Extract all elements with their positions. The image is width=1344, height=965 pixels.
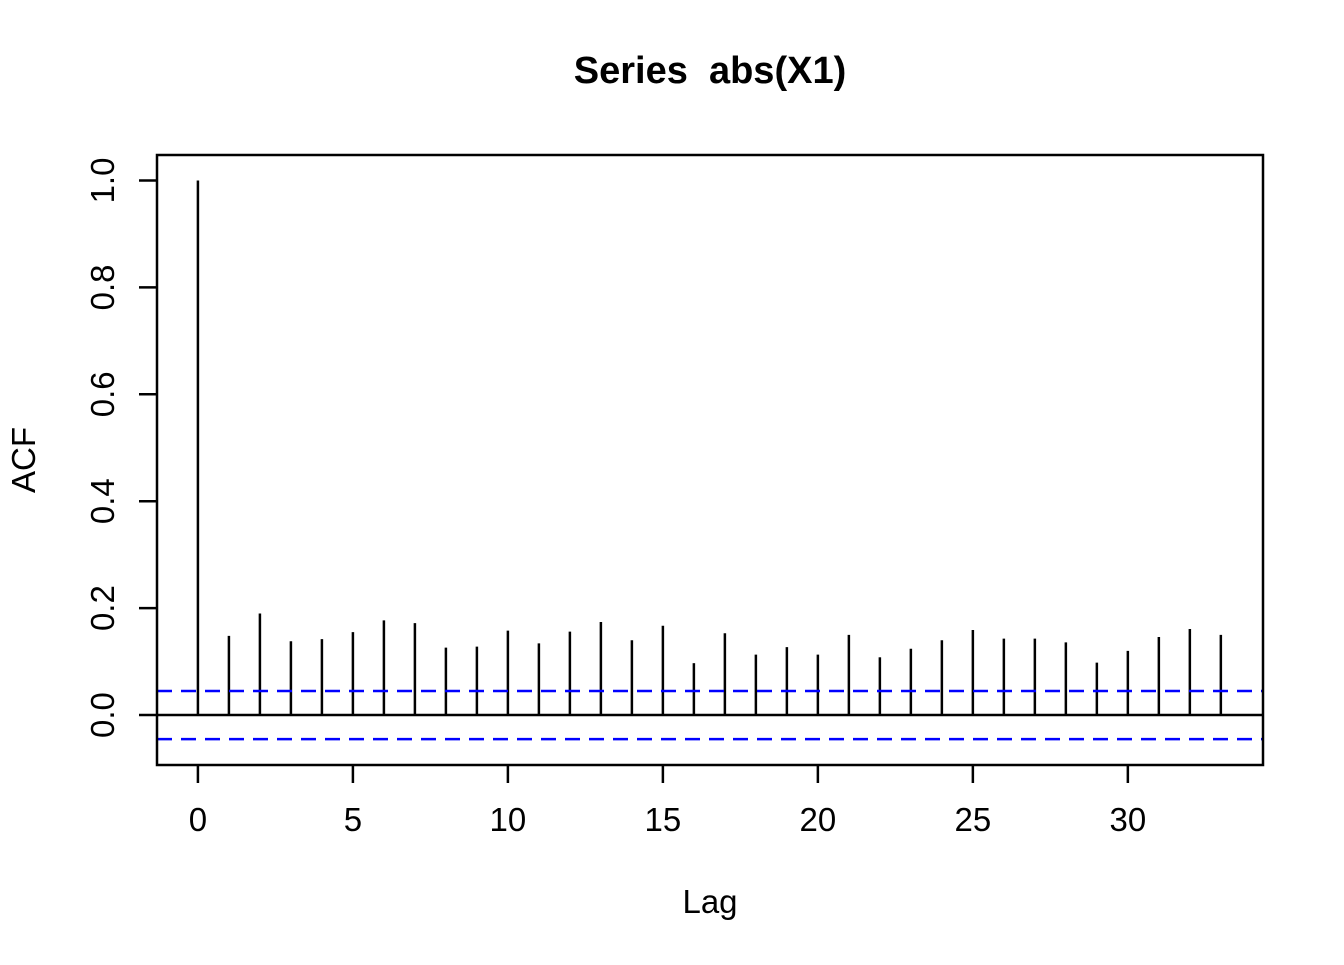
y-axis-label: ACF [5, 427, 42, 493]
y-tick-label-0.6: 0.6 [84, 371, 121, 417]
y-tick-label-0.8: 0.8 [84, 264, 121, 310]
x-tick-label-0: 0 [189, 801, 207, 838]
y-tick-label-0.2: 0.2 [84, 585, 121, 631]
plot-area: 0 5 10 15 20 25 30 0.0 0.2 0.4 0.6 0.8 1.0 [84, 153, 1265, 838]
y-tick-label-0.0: 0.0 [84, 692, 121, 738]
chart-title: Series abs(X1) [574, 50, 846, 92]
x-tick-label-25: 25 [955, 801, 992, 838]
x-tick-label-15: 15 [645, 801, 682, 838]
x-tick-label-20: 20 [800, 801, 837, 838]
x-tick-label-5: 5 [344, 801, 362, 838]
y-tick-label-1.0: 1.0 [84, 158, 121, 204]
plot-box [155, 153, 1265, 767]
x-tick-label-10: 10 [490, 801, 527, 838]
x-tick-label-30: 30 [1109, 801, 1146, 838]
x-axis-label: Lag [682, 883, 737, 920]
y-tick-label-0.4: 0.4 [84, 478, 121, 524]
